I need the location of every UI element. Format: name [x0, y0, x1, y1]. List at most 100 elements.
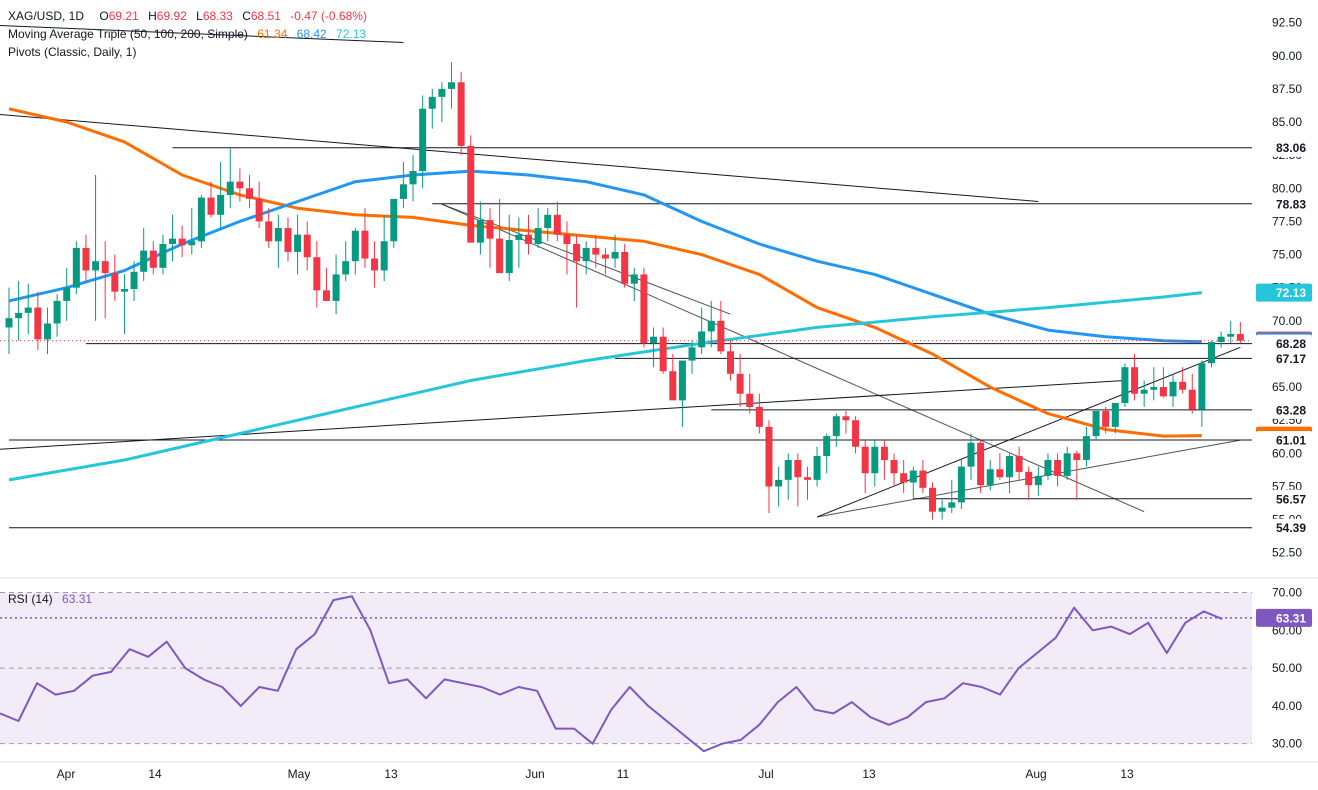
candle-body: [794, 459, 802, 478]
candle-body: [553, 214, 561, 235]
candle-body: [1054, 459, 1062, 476]
candle-body: [967, 442, 975, 467]
candles: [5, 62, 1244, 520]
price-tick-label: 92.50: [1272, 16, 1302, 30]
candle-body: [419, 108, 427, 172]
candle-body: [765, 426, 773, 487]
candle-body: [322, 290, 330, 301]
price-tag-box: [1256, 430, 1312, 449]
candle-body: [534, 228, 542, 244]
price-tag-box: [1256, 489, 1312, 508]
price-tag-box: [1256, 334, 1312, 353]
candle-body: [1236, 334, 1244, 341]
open-label: O: [99, 9, 109, 23]
candle-body: [5, 318, 13, 328]
price-tick-label: 90.00: [1272, 49, 1302, 63]
trendline-6: [816, 346, 1241, 518]
candle-body: [707, 320, 715, 332]
candle-body: [169, 238, 177, 244]
candle-body: [515, 234, 523, 240]
candle-body: [1150, 387, 1158, 390]
price-tick-label: 60.00: [1272, 446, 1302, 460]
candle-body: [1015, 456, 1023, 472]
low-label: L: [196, 9, 203, 23]
candle-body: [977, 442, 985, 486]
price-tag-box: [1256, 138, 1312, 157]
change-value: -0.47 (-0.68%): [290, 9, 367, 23]
candle-body: [140, 250, 148, 272]
price-tick-label: 75.00: [1272, 248, 1302, 262]
candle-body: [852, 420, 860, 447]
candle-body: [592, 247, 600, 255]
candle-body: [1217, 336, 1225, 343]
candle-body: [236, 181, 244, 189]
candle-body: [544, 214, 552, 229]
candle-body: [130, 271, 138, 290]
candle-body: [919, 470, 927, 488]
candle-body: [53, 300, 61, 324]
candle-body: [1063, 453, 1071, 476]
candle-body: [255, 198, 263, 222]
candle-body: [399, 184, 407, 199]
candle-body: [284, 228, 292, 252]
price-tag-label: 83.06: [1276, 141, 1306, 155]
price-tag-box: [1256, 518, 1312, 537]
candle-body: [909, 470, 917, 483]
rsi-tick-label: 60.00: [1272, 623, 1302, 637]
candle-body: [24, 307, 32, 313]
price-tag-box: [1256, 283, 1312, 302]
time-tick-label: 13: [384, 767, 398, 781]
price-tick-label: 77.50: [1272, 214, 1302, 228]
candle-body: [669, 371, 677, 401]
low-value: 68.33: [202, 9, 233, 23]
candle-body: [428, 96, 436, 109]
candle-body: [111, 273, 119, 292]
candle-body: [1227, 334, 1235, 337]
candle-body: [640, 274, 648, 344]
candle-body: [34, 307, 42, 340]
candle-body: [361, 230, 369, 259]
candle-body: [784, 459, 792, 480]
rsi-tick-label: 70.00: [1272, 586, 1302, 600]
candle-body: [1179, 381, 1187, 390]
candle-body: [313, 257, 321, 291]
candle-body: [996, 469, 1004, 478]
candle-body: [371, 258, 379, 271]
candle-body: [1082, 436, 1090, 460]
time-tick-label: Aug: [1025, 767, 1046, 781]
candle-body: [505, 239, 513, 274]
candle-body: [159, 243, 167, 268]
ma50-value: 61.34: [257, 27, 288, 41]
pivots-legend-name: Pivots (Classic, Daily, 1): [8, 45, 137, 59]
candle-body: [630, 274, 638, 284]
candle-body: [832, 416, 840, 437]
candle-body: [890, 459, 898, 474]
candle-body: [1121, 367, 1129, 403]
candle-body: [775, 479, 783, 487]
candle-body: [621, 251, 629, 284]
ma-legend: Moving Average Triple (50, 100, 200, Sim…: [8, 27, 366, 41]
candle-body: [1188, 389, 1196, 410]
candle-body: [842, 416, 850, 421]
candle-body: [1044, 459, 1052, 476]
candle-body: [496, 238, 504, 274]
high-value: 69.92: [156, 9, 187, 23]
price-tag-label: 56.57: [1276, 492, 1306, 506]
candle-body: [755, 406, 763, 427]
candle-body: [938, 507, 946, 512]
candle-body: [380, 241, 388, 271]
trendline-2: [0, 113, 1039, 203]
price-tag-box: [1256, 400, 1312, 419]
candle-body: [409, 171, 417, 185]
candle-body: [823, 436, 831, 456]
candle-body: [15, 312, 23, 319]
price-tag-label: 61.01: [1276, 433, 1306, 447]
price-tag-label: 78.83: [1276, 197, 1306, 211]
rsi-tick-label: 30.00: [1272, 737, 1302, 751]
ma200-value: 72.13: [336, 27, 367, 41]
candle-body: [1034, 475, 1042, 486]
candle-body: [265, 221, 273, 242]
time-tick-label: 13: [862, 767, 876, 781]
candle-body: [1159, 387, 1167, 397]
